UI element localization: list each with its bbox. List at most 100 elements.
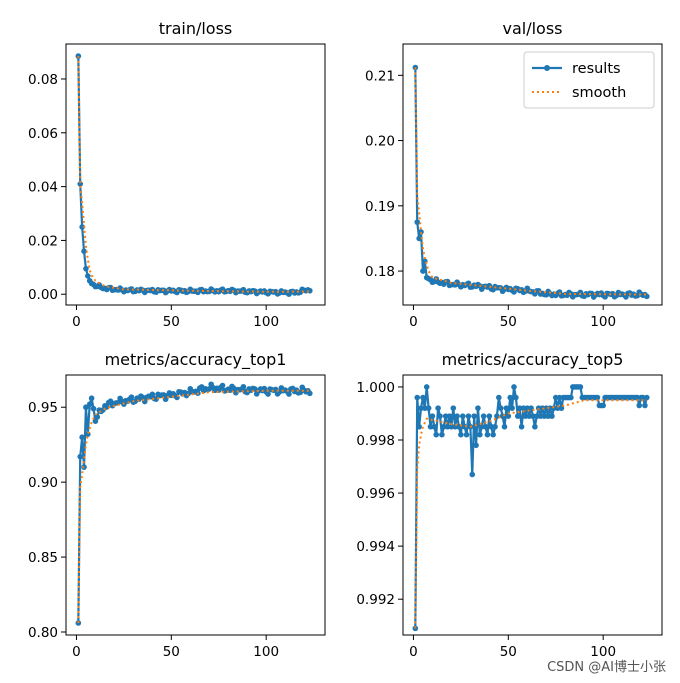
- results-point: [81, 248, 87, 254]
- results-point: [433, 431, 440, 438]
- results-point: [463, 431, 470, 438]
- results-point: [486, 413, 493, 419]
- results-point: [423, 384, 430, 390]
- results-point: [496, 394, 502, 401]
- results-point: [471, 413, 477, 419]
- results-point: [454, 413, 460, 419]
- results-point: [418, 229, 424, 235]
- subplot-title: val/loss: [502, 19, 562, 38]
- subplot-2: val/loss 0 50 100 0.18 0.19 0.20 0.21 results smo…: [365, 19, 663, 330]
- results-point: [482, 423, 489, 430]
- x-tick-label: 100: [590, 644, 616, 660]
- results-point: [90, 405, 97, 412]
- x-tick-label: 100: [253, 644, 279, 660]
- y-tick-label: 0.00: [28, 287, 58, 303]
- results-point: [425, 405, 432, 411]
- results-point: [446, 413, 453, 419]
- results-line: [77, 56, 311, 296]
- results-point: [511, 384, 517, 390]
- results-point: [420, 268, 426, 274]
- results-point: [459, 413, 466, 419]
- results-point: [594, 394, 601, 401]
- smooth-line: [77, 389, 310, 624]
- x-tick-label: 50: [500, 314, 517, 330]
- results-point: [636, 402, 643, 409]
- x-tick-label: 100: [253, 314, 279, 330]
- results-point: [240, 383, 247, 390]
- results-point: [79, 434, 85, 440]
- y-tick-label: 0.02: [28, 233, 58, 249]
- results-point: [644, 394, 650, 401]
- subplot-4: metrics/accuracy_top5 0 50 100 0.992 0.994 0.9…: [356, 350, 663, 660]
- results-point: [549, 413, 555, 419]
- results-point: [513, 394, 519, 401]
- y-tick-label: 0.18: [365, 264, 395, 280]
- results-point: [149, 391, 156, 398]
- results-point: [505, 413, 512, 419]
- results-line: [77, 383, 311, 624]
- results-point: [85, 273, 91, 279]
- csdn-watermark: CSDN @AI博士小张: [547, 660, 666, 675]
- legend: results smooth: [523, 51, 655, 109]
- plot-area: [75, 53, 313, 298]
- results-line: [414, 385, 648, 629]
- results-point: [94, 414, 101, 420]
- plot-area: [412, 64, 650, 300]
- results-point: [431, 423, 438, 430]
- results-point: [437, 413, 443, 419]
- results-point: [219, 382, 226, 389]
- results-point: [416, 235, 422, 242]
- results-point: [414, 219, 421, 225]
- results-point: [265, 391, 271, 397]
- y-tick-label: 0.04: [28, 180, 58, 196]
- subplot-title: train/loss: [159, 19, 233, 38]
- subplot-3: metrics/accuracy_top1 0 50 100 0.80 0.85 0.90 0…: [28, 350, 326, 660]
- y-tick-label: 0.20: [365, 134, 395, 150]
- results-point: [477, 431, 483, 438]
- axes-frame: [402, 374, 663, 636]
- y-tick-label: 0.21: [365, 68, 395, 84]
- plot-area: [75, 381, 313, 626]
- y-tick-label: 0.998: [356, 433, 395, 449]
- results-point: [92, 418, 99, 425]
- results-point: [86, 401, 93, 408]
- legend-smooth-label: smooth: [572, 85, 626, 101]
- results-point: [490, 431, 496, 438]
- smooth-line: [414, 67, 647, 296]
- y-tick-label: 0.06: [28, 126, 58, 142]
- subplot-title: metrics/accuracy_top5: [442, 350, 624, 370]
- results-point: [412, 64, 419, 71]
- results-point: [492, 423, 498, 430]
- results-point: [518, 423, 525, 430]
- results-point: [307, 390, 313, 397]
- results-point: [83, 265, 89, 272]
- x-tick-label: 0: [409, 314, 418, 330]
- results-point: [473, 442, 479, 449]
- results-point: [458, 431, 464, 438]
- axes-frame: [65, 43, 326, 306]
- results-markers: [75, 381, 313, 626]
- results-point: [469, 471, 476, 478]
- results-point: [577, 384, 584, 390]
- results-markers: [75, 53, 313, 298]
- results-point: [509, 405, 515, 411]
- x-tick-label: 0: [409, 644, 418, 660]
- results-point: [435, 405, 441, 411]
- subplot-1: train/loss 0 50 100 0.00 0.02 0.04 0.06 0.08: [28, 19, 326, 330]
- results-point: [83, 404, 89, 411]
- results-point: [286, 391, 292, 397]
- results-point: [128, 394, 135, 400]
- results-point: [484, 431, 491, 438]
- y-tick-label: 1.000: [356, 380, 395, 396]
- x-tick-label: 50: [163, 314, 180, 330]
- results-point: [429, 413, 436, 419]
- y-tick-label: 0.08: [28, 72, 58, 88]
- results-point: [497, 405, 504, 411]
- results-point: [475, 405, 481, 411]
- x-tick-label: 50: [500, 644, 517, 660]
- results-point: [480, 413, 487, 419]
- results-point: [414, 394, 421, 401]
- results-point: [514, 413, 521, 419]
- legend-results-marker: [544, 65, 550, 71]
- axes-frame: [402, 43, 663, 306]
